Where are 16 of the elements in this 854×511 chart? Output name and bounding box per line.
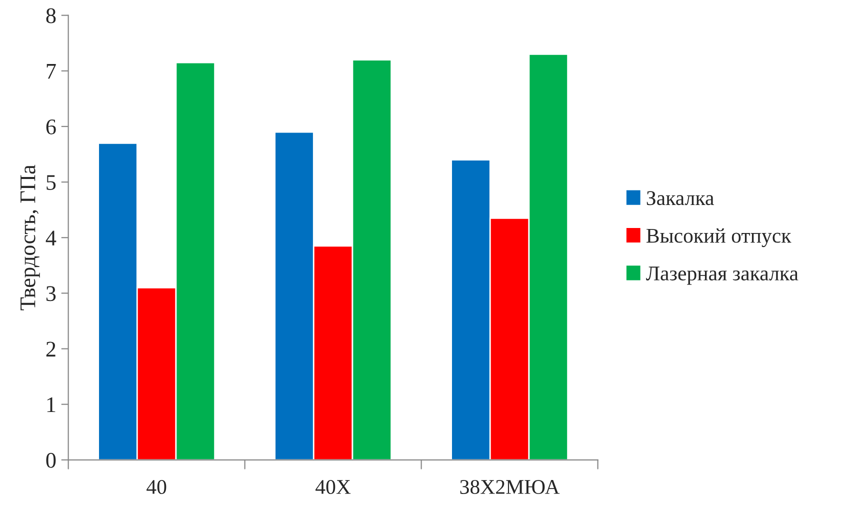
x-tick-label: 40X [316,480,351,494]
x-tick-label: 40 [146,480,166,494]
y-tick-label: 3 [46,286,56,302]
legend-label: Закалка [646,191,714,206]
y-tick-label: 1 [47,397,56,412]
y-tick-label: 0 [46,452,56,468]
legend-label: Лазерная закалка [646,266,798,285]
y-tick-label: 7 [46,64,56,79]
legend-label: Высокий отпуск [646,228,792,248]
y-tick-label: 2 [46,342,56,356]
y-axis-title: Твердость, ГПа [20,164,40,310]
y-tick-label: 5 [46,175,56,190]
x-tick-label: 38X2MЮА [460,480,560,494]
y-tick-label: 6 [46,119,56,134]
y-tick-label: 8 [46,8,56,24]
y-tick-label: 4 [46,230,56,246]
